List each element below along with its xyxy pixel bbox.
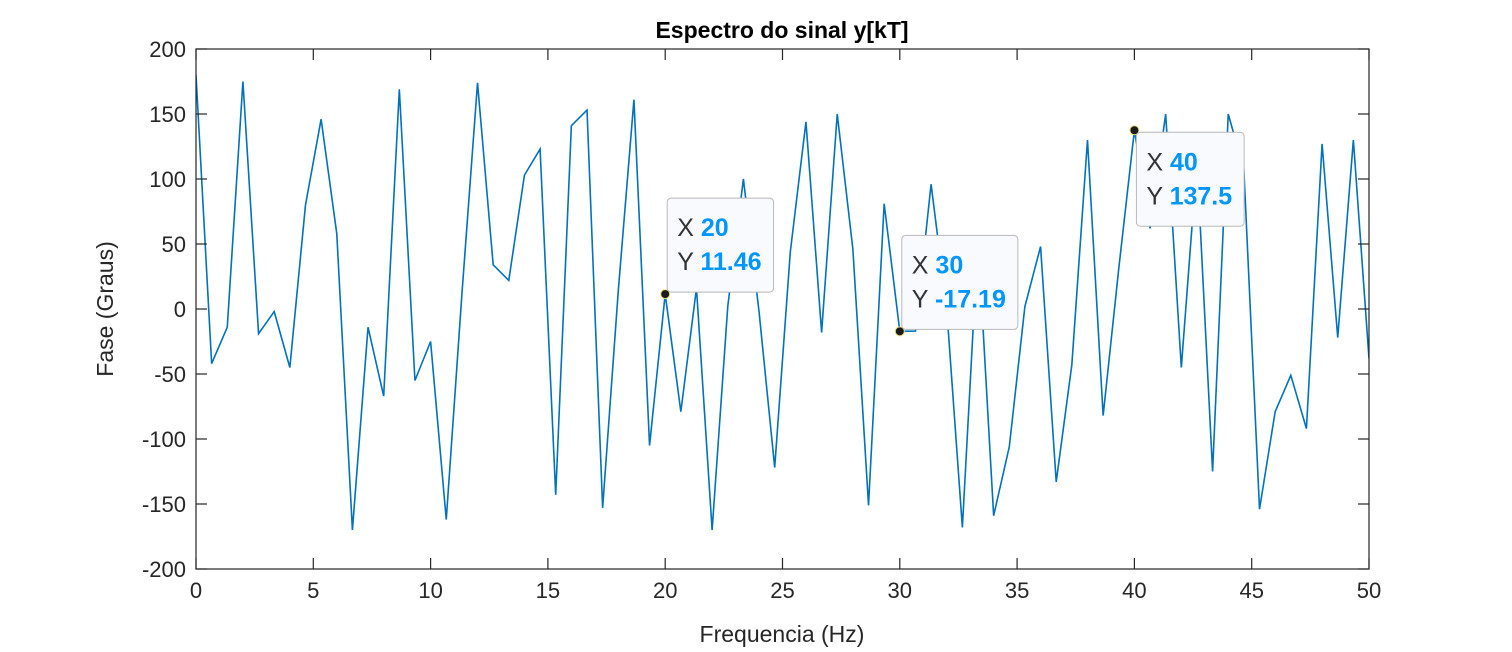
x-tick-label: 15 (536, 578, 560, 603)
x-tick-label: 40 (1122, 578, 1146, 603)
datatip-y-row: Y -17.19 (912, 285, 1006, 313)
datatip-y-key: Y (1146, 182, 1169, 210)
datatip-y-key: Y (912, 285, 935, 313)
datatip[interactable]: X 40Y 137.5 (1129, 125, 1245, 227)
datatip[interactable]: X 20Y 11.46 (660, 197, 775, 300)
y-tick-label: 0 (174, 297, 186, 322)
datatip-y-value: 11.46 (700, 248, 761, 276)
x-tick-label: 45 (1239, 578, 1263, 603)
x-tick-label: 30 (888, 578, 912, 603)
datatip-marker[interactable] (660, 289, 671, 300)
y-tick-label: 50 (162, 232, 186, 257)
datatip-x-key: X (912, 251, 936, 279)
datatip-x-row: X 20 (677, 214, 728, 242)
datatip-x-value: 40 (1170, 148, 1198, 176)
x-axis-label: Frequencia (Hz) (700, 621, 865, 647)
datatip-x-value: 30 (935, 251, 963, 279)
datatip-box (901, 234, 1019, 330)
x-tick-label: 20 (653, 578, 677, 603)
y-tick-label: -150 (142, 492, 186, 517)
datatip-box (1135, 131, 1245, 227)
datatip-y-value: 137.5 (1170, 182, 1233, 210)
datatip-x-key: X (677, 214, 701, 242)
datatip-marker[interactable] (894, 326, 905, 337)
y-tick-label: 150 (149, 102, 186, 127)
series-line-0 (196, 74, 1369, 531)
datatip-x-key: X (1146, 148, 1170, 176)
chart-title: Espectro do sinal y[kT] (655, 17, 908, 43)
datatip[interactable]: X 30Y -17.19 (894, 234, 1019, 337)
datatip-x-value: 20 (701, 214, 729, 242)
datatip-y-row: Y 11.46 (677, 248, 761, 276)
datatip-y-key: Y (677, 248, 700, 276)
datatip-marker[interactable] (1129, 125, 1140, 136)
datatip-y-row: Y 137.5 (1146, 182, 1232, 210)
y-tick-label: 100 (149, 167, 186, 192)
ticks-layer: 0 5 10 15 20 25 30 35 40 45 50 200 150 100 50 0 -50 -100 -… (142, 37, 1381, 603)
x-tick-label: 25 (770, 578, 794, 603)
y-axis-label: Fase (Graus) (92, 241, 118, 376)
x-tick-label: 10 (418, 578, 442, 603)
y-tick-label: 200 (149, 37, 186, 62)
datatip-x-row: X 40 (1146, 148, 1197, 176)
x-tick-label: 35 (1005, 578, 1029, 603)
datatip-box (666, 197, 775, 293)
x-tick-label: 50 (1357, 578, 1381, 603)
datatips-layer: X 20Y 11.46 X 30Y -17.19X 40Y 137.5 (660, 125, 1245, 337)
x-tick-label: 5 (307, 578, 319, 603)
y-tick-label: -50 (154, 362, 186, 387)
y-tick-label: -100 (142, 427, 186, 452)
series-layer (196, 74, 1369, 531)
x-tick-label: 0 (190, 578, 202, 603)
y-tick-label: -200 (142, 557, 186, 582)
datatip-x-row: X 30 (912, 251, 963, 279)
datatip-y-value: -17.19 (935, 285, 1006, 313)
